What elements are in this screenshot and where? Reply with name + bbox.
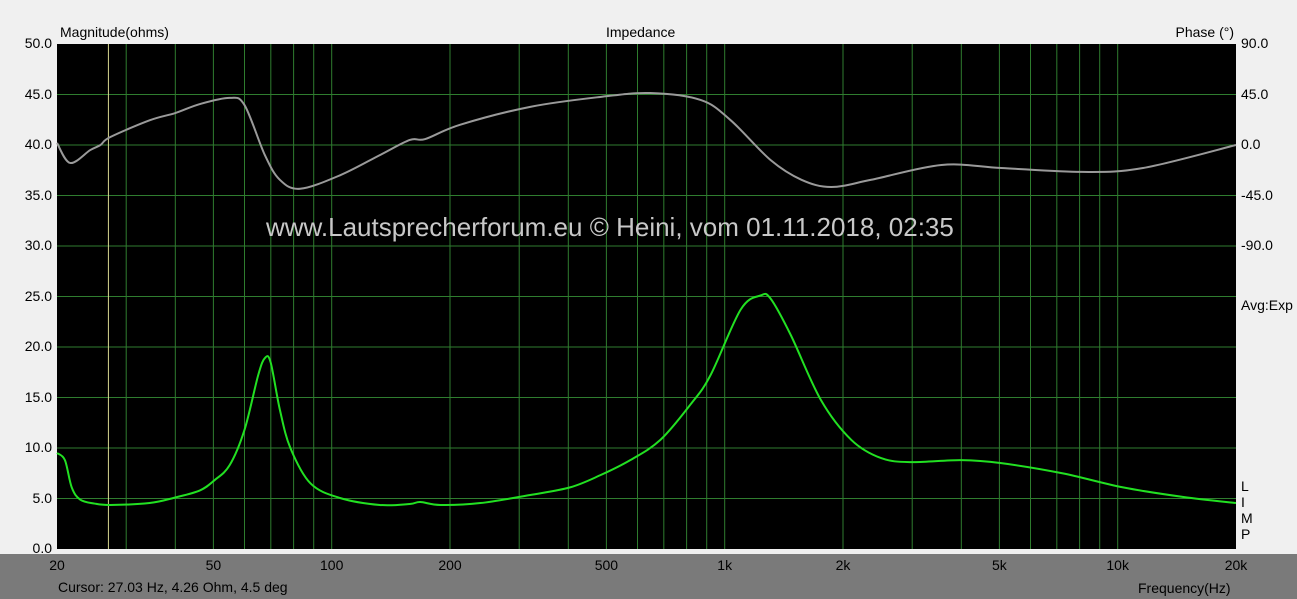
y-tick-label: 20.0 (24, 338, 52, 354)
phase-curve (56, 91, 1237, 190)
y-tick-label: 15.0 (24, 388, 52, 405)
y2-axis-label: Phase (°) (1175, 24, 1234, 40)
x-tick-label: 1k (717, 557, 733, 573)
x-tick-label: 200 (438, 557, 462, 573)
y-tick-label: 45.0 (24, 85, 52, 102)
footer-band (0, 554, 1297, 599)
limp-letter: I (1241, 494, 1245, 510)
limp-letter: M (1241, 510, 1253, 526)
y-tick-label: 0.0 (32, 540, 52, 556)
limp-label: L I M P (1241, 478, 1253, 542)
x-axis-label: Frequency(Hz) (1138, 580, 1231, 596)
x-tick-label: 10k (1106, 557, 1129, 573)
x-tick-label: 100 (320, 557, 344, 573)
y-tick-label: 40.0 (24, 136, 52, 152)
x-tick-label: 50 (205, 557, 222, 573)
limp-letter: P (1241, 526, 1251, 542)
y2-tick-label: -45.0 (1241, 186, 1273, 203)
y-axis-label: Magnitude(ohms) (60, 24, 169, 40)
cursor-readout: Cursor: 27.03 Hz, 4.26 Ohm, 4.5 deg (58, 579, 288, 595)
magnitude-curve (56, 292, 1237, 507)
watermark: www.Lautsprecherforum.eu © Heini, vom 01… (266, 212, 954, 242)
y-tick-label: 10.0 (24, 439, 52, 455)
y-tick-label: 30.0 (24, 237, 52, 253)
chart-title: Impedance (606, 24, 676, 40)
y-tick-label: 25.0 (24, 287, 52, 304)
x-tick-label: 20 (49, 557, 65, 573)
x-tick-label: 2k (835, 557, 851, 573)
y-tick-label: 35.0 (24, 186, 52, 203)
y2-tick-label: 90.0 (1241, 35, 1269, 51)
y2-tick-label: 0.0 (1241, 136, 1261, 152)
limp-letter: L (1241, 478, 1249, 494)
y-tick-label: 50.0 (24, 35, 52, 51)
averaging-label: Avg:Exp (1241, 297, 1293, 313)
x-tick-label: 5k (991, 557, 1007, 573)
y2-tick-label: -90.0 (1241, 237, 1273, 253)
y2-tick-label: 45.0 (1241, 85, 1269, 102)
x-tick-label: 20k (1224, 557, 1248, 573)
x-tick-label: 500 (594, 557, 619, 573)
y-tick-label: 5.0 (32, 489, 52, 506)
